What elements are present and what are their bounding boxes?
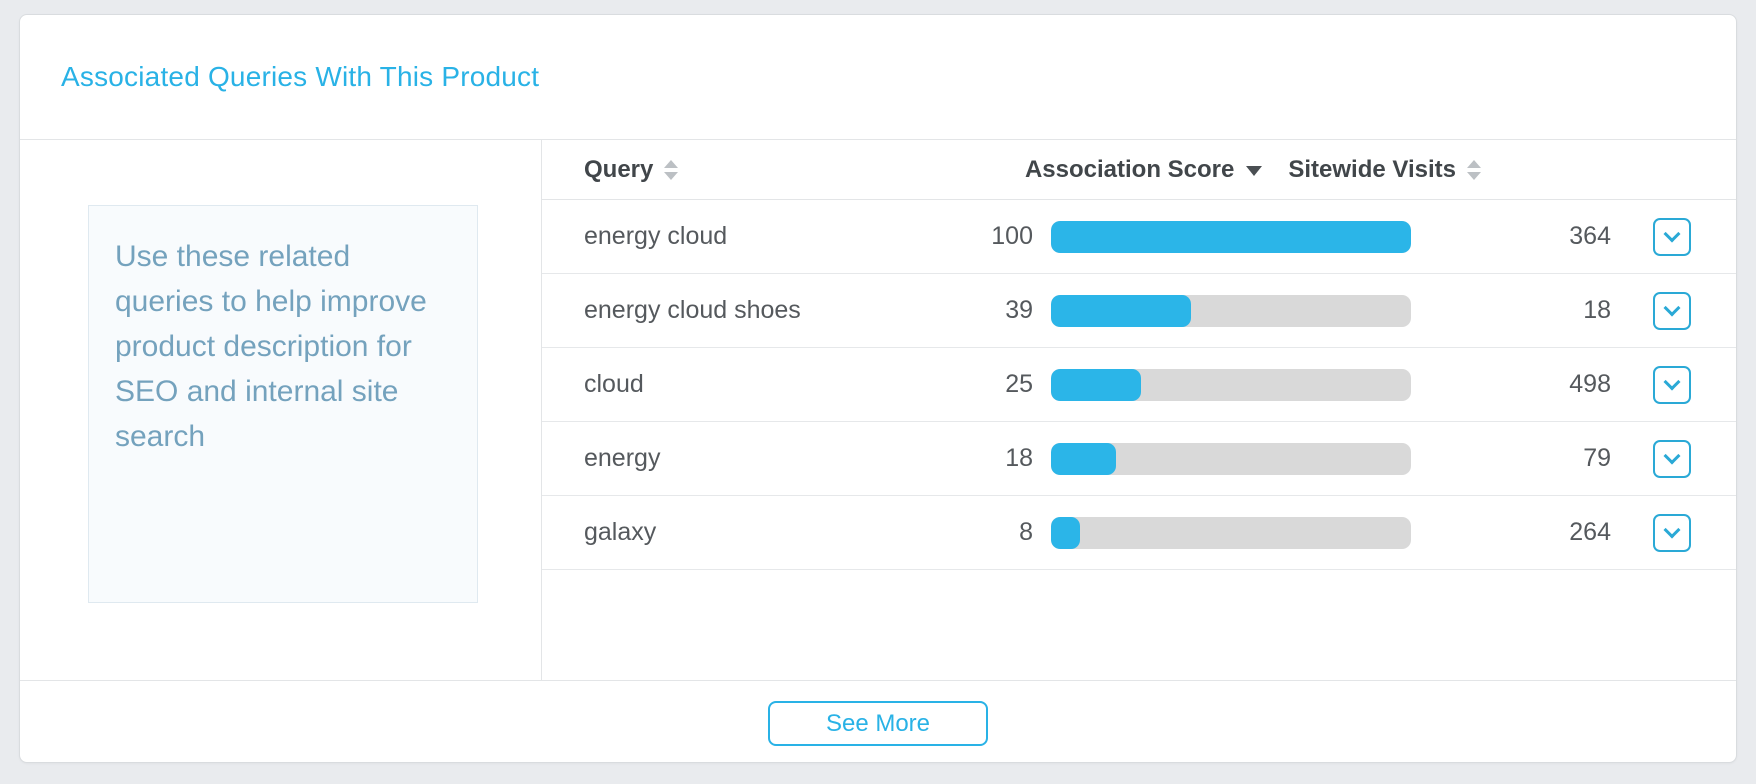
score-bar-track: [1051, 516, 1411, 549]
sort-icon: [1467, 159, 1481, 180]
visits-value: 498: [1569, 370, 1611, 398]
sort-desc-caret-icon: [1246, 166, 1263, 176]
visits-value: 18: [1583, 296, 1611, 324]
chevron-down-icon: [1663, 225, 1681, 242]
card-header: Associated Queries With This Product: [20, 15, 1736, 140]
table-row: energy 18 79: [542, 422, 1736, 496]
score-value: 8: [1019, 518, 1033, 546]
score-bar-track: [1051, 368, 1411, 401]
table-row: energy cloud 100 364: [542, 200, 1736, 274]
table-row: energy cloud shoes 39 18: [542, 274, 1736, 348]
column-header-query[interactable]: Query: [584, 155, 679, 184]
query-cell: galaxy: [584, 518, 657, 546]
page-title: Associated Queries With This Product: [61, 61, 540, 92]
table-rows: energy cloud 100 364 energy cloud shoes 39 18…: [542, 200, 1736, 680]
score-bar-track: [1051, 220, 1411, 253]
query-cell: energy: [584, 444, 661, 472]
score-bar-track: [1051, 294, 1411, 327]
info-callout: Use these related queries to help improv…: [88, 205, 478, 603]
associated-queries-card: Associated Queries With This Product Use…: [19, 14, 1737, 763]
expand-row-button[interactable]: [1653, 291, 1691, 330]
query-cell: energy cloud: [584, 222, 728, 250]
chevron-down-icon: [1663, 521, 1681, 538]
expand-row-button[interactable]: [1653, 439, 1691, 478]
score-bar-fill: [1051, 516, 1080, 549]
score-bar-track: [1051, 442, 1411, 475]
column-header-association-score-label: Association Score: [1024, 155, 1235, 183]
sort-down-triangle-icon: [664, 171, 679, 180]
column-header-query-label: Query: [584, 155, 654, 183]
chevron-down-icon: [1663, 299, 1681, 316]
chevron-down-icon: [1663, 447, 1681, 464]
sort-down-triangle-icon: [1467, 171, 1481, 180]
sort-up-triangle-icon: [664, 159, 679, 168]
score-value: 25: [1005, 370, 1033, 398]
score-value: 100: [991, 222, 1033, 250]
score-bar-fill: [1051, 220, 1411, 253]
queries-table: Query Association Score Sitewide Visits: [542, 140, 1736, 680]
score-bar-fill: [1051, 368, 1141, 401]
see-more-button[interactable]: See More: [768, 701, 988, 746]
card-footer: See More: [20, 680, 1736, 762]
visits-value: 264: [1569, 518, 1611, 546]
info-callout-text: Use these related queries to help improv…: [115, 240, 427, 453]
query-cell: energy cloud shoes: [584, 296, 801, 324]
expand-row-button[interactable]: [1653, 217, 1691, 256]
expand-row-button[interactable]: [1653, 365, 1691, 404]
sort-up-triangle-icon: [1467, 159, 1481, 168]
table-header-row: Query Association Score Sitewide Visits: [542, 140, 1736, 200]
column-header-sitewide-visits-label: Sitewide Visits: [1288, 155, 1456, 183]
score-bar-fill: [1051, 442, 1116, 475]
expand-row-button[interactable]: [1653, 513, 1691, 552]
column-header-sitewide-visits[interactable]: Sitewide Visits: [1288, 156, 1481, 184]
info-pane: Use these related queries to help improv…: [20, 140, 542, 680]
query-cell: cloud: [584, 370, 644, 398]
visits-value: 79: [1583, 444, 1611, 472]
score-bar-fill: [1051, 294, 1192, 327]
chevron-down-icon: [1663, 373, 1681, 390]
visits-value: 364: [1569, 222, 1611, 250]
sort-icon: [664, 159, 679, 180]
column-header-association-score[interactable]: Association Score: [1024, 155, 1263, 184]
score-value: 39: [1005, 296, 1033, 324]
table-row: galaxy 8 264: [542, 496, 1736, 570]
score-value: 18: [1005, 444, 1033, 472]
table-row: cloud 25 498: [542, 348, 1736, 422]
card-body: Use these related queries to help improv…: [20, 140, 1736, 680]
